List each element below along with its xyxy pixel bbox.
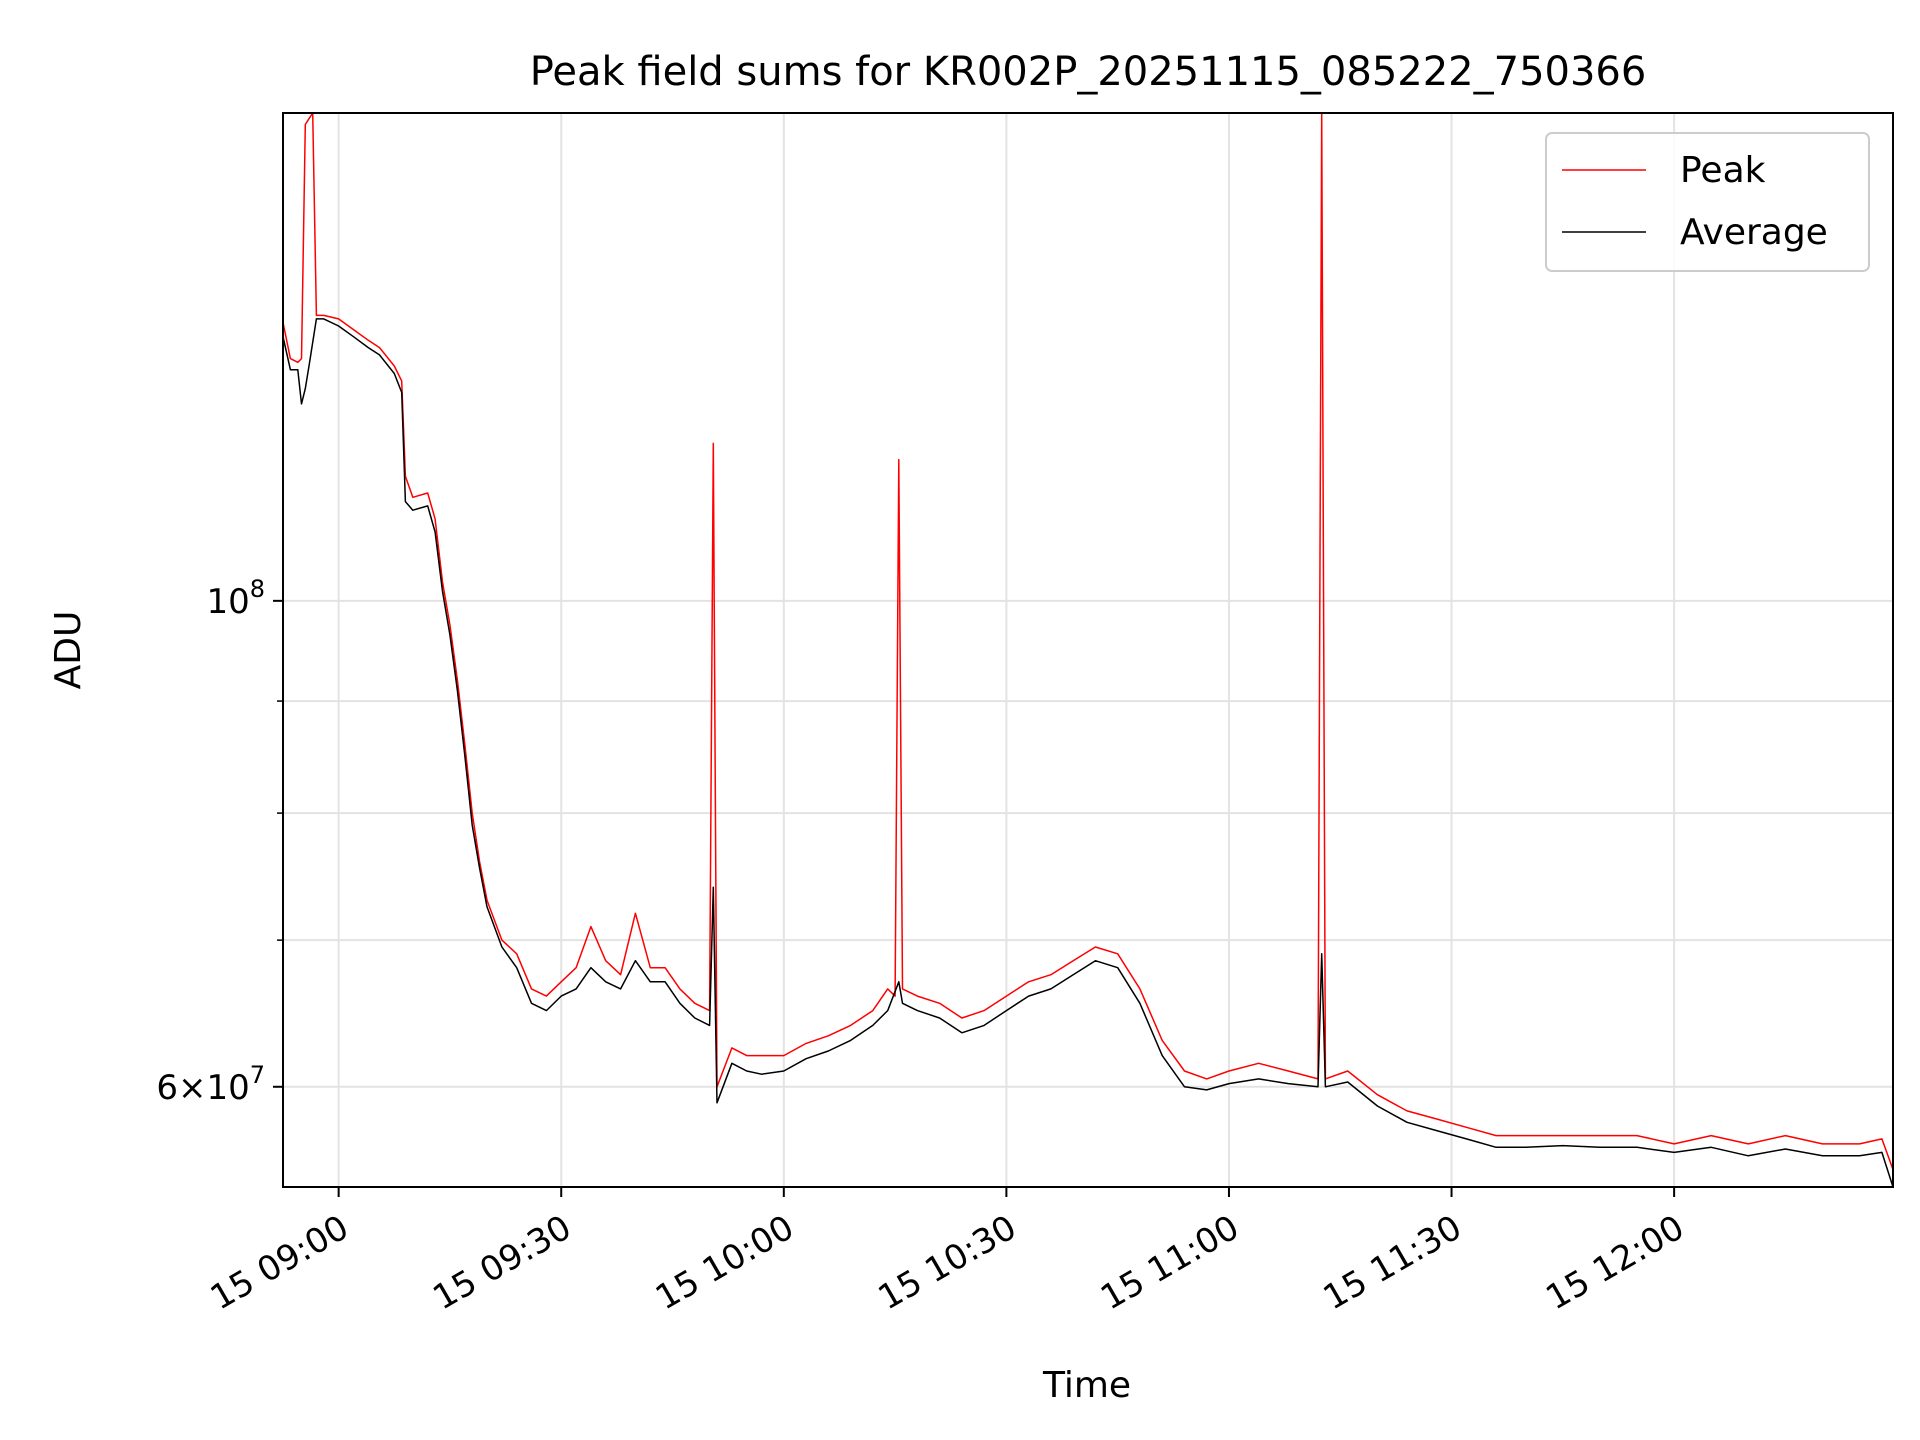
- y-tick-label: 6×107: [156, 1061, 265, 1108]
- chart-title: Peak field sums for KR002P_20251115_0852…: [530, 49, 1647, 95]
- legend-label-average: Average: [1680, 212, 1828, 253]
- x-axis-label: Time: [1042, 1365, 1131, 1406]
- series-line-average: [282, 318, 1894, 1188]
- plot-frame: [282, 112, 1894, 1188]
- legend-label-peak: Peak: [1680, 150, 1766, 191]
- y-tick-label: 108: [206, 575, 265, 622]
- grid: [283, 113, 1893, 1187]
- series-layer: [282, 112, 1894, 1188]
- legend-box: [1545, 132, 1870, 272]
- series-line-peak: [282, 112, 1894, 1170]
- legend: Peak Average: [1545, 132, 1870, 272]
- y-axis-label: ADU: [48, 611, 89, 690]
- y-axis-ticks: 108 6×107: [156, 575, 283, 1108]
